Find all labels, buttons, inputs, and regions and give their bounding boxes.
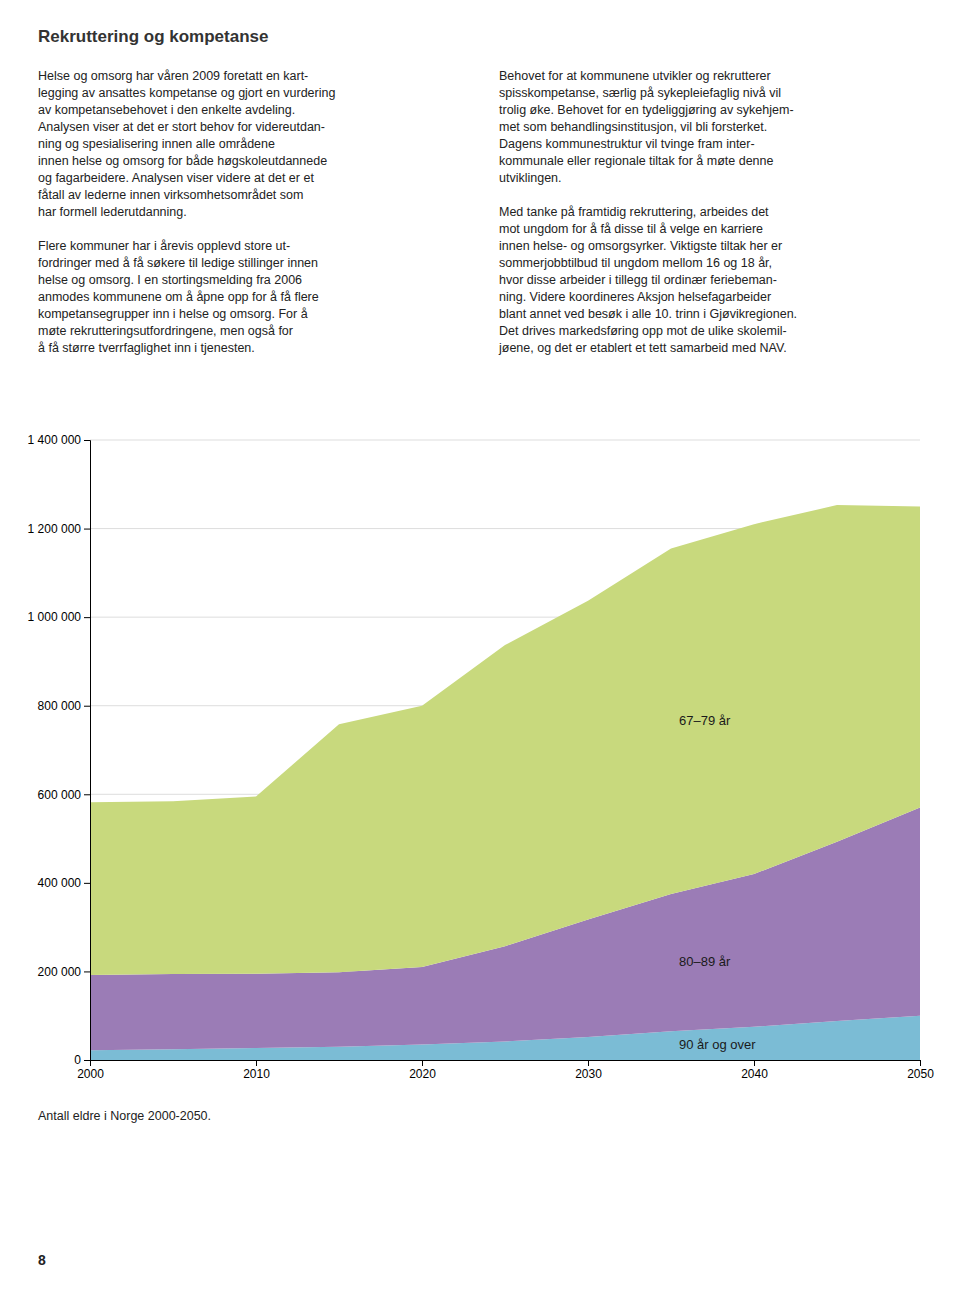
paragraph-line: utviklingen. [499,171,562,185]
y-tick: 400 000 [38,876,90,890]
y-tick-label: 400 000 [38,876,82,890]
x-tick-label: 2000 [77,1067,104,1081]
paragraph-line: innen helse- og omsorgsyrker. Viktigste … [499,239,782,253]
series-label: 67–79 år [679,713,731,728]
paragraph-line: Det drives markedsføring opp mot de ulik… [499,324,787,338]
x-tick-label: 2020 [409,1067,436,1081]
x-tick-mark [588,1060,589,1066]
area [90,505,920,975]
paragraph-line: og fagarbeidere. Analysen viser videre a… [38,171,314,185]
y-tick-label: 0 [74,1053,81,1067]
paragraph-line: å få større tverrfaglighet inn i tjenest… [38,341,255,355]
y-tick-mark [84,440,90,441]
grid-line [90,440,920,441]
paragraph-line: fåtall av lederne innen virksomhetsområd… [38,188,303,202]
y-tick: 800 000 [38,699,90,713]
y-tick-mark [84,971,90,972]
grid [90,440,920,1060]
y-tick-label: 1 400 000 [28,433,82,447]
y-tick-label: 800 000 [38,699,82,713]
caption: Antall eldre i Norge 2000-2050. [38,1109,211,1123]
y-tick: 1 400 000 [28,433,90,447]
paragraph-line: ning. Videre koordineres Aksjon helsefag… [499,290,771,304]
y-tick: 1 000 000 [28,610,90,624]
x-tick: 2000 [77,1060,104,1081]
paragraph-line: hvor disse arbeider i tillegg til ordinæ… [499,273,777,287]
y-tick: 1 200 000 [28,522,90,536]
y-tick-mark [84,1060,90,1061]
y-tick-label: 1 200 000 [28,522,82,536]
paragraph-line: Flere kommuner har i årevis opplevd stor… [38,239,290,253]
series-labels: 90 år og over 80–89 år 67–79 år [679,713,756,1052]
page: Rekruttering og kompetanse Helse og omsor… [0,0,960,1295]
y-axis: 0 200 000 400 000 600 000 800 000 1 000 000 1 … [28,433,91,1067]
x-tick-label: 2030 [575,1067,602,1081]
paragraph-line: Analysen viser at det er stort behov for… [38,120,325,134]
paragraph-line: Behovet for at kommunene utvikler og rek… [499,69,771,83]
x-tick: 2050 [907,1060,934,1081]
paragraph-line: sommerjobbtilbud til ungdom mellom 16 og… [499,256,772,270]
paragraph-line: møte rekrutteringsutfordringene, men ogs… [38,324,293,338]
plot-area [90,505,920,1060]
paragraph-line: har formell lederutdanning. [38,205,187,219]
x-tick: 2010 [243,1060,270,1081]
paragraph-line: trolig øke. Behovet for en tydeliggjørin… [499,103,794,117]
paragraph-line: fordringer med å få søkere til ledige st… [38,256,318,270]
x-axis: 2000 2010 2020 2030 2040 2050 [77,1060,934,1081]
paragraph-line: innen helse og omsorg for både høgskoleu… [38,154,327,168]
paragraph-line: legging av ansattes kompetanse og gjort … [38,86,335,100]
y-tick: 600 000 [38,788,90,802]
x-tick: 2030 [575,1060,602,1081]
paragraph-line: ning og spesialisering innen alle område… [38,137,275,151]
y-tick-mark [84,883,90,884]
x-axis-line [91,1061,921,1067]
paragraph-line: kompetansegrupper inn i helse og omsorg.… [38,307,308,321]
chart: 2000 2010 2020 2030 2040 2050 0 200 000 400 000 6… [28,433,935,1080]
y-tick-label: 600 000 [38,788,82,802]
x-tick-label: 2050 [907,1067,934,1081]
y-tick: 0 [74,1053,90,1067]
paragraph-line: Dagens kommunestruktur vil tvinge fram i… [499,137,755,151]
paragraph-line: av kompetansebehovet i den enkelte avdel… [38,103,295,117]
y-tick: 200 000 [38,965,90,979]
x-tick-mark [754,1060,755,1066]
y-axis-line [84,441,91,1061]
paragraph-line: helse og omsorg. I en stortingsmelding f… [38,273,302,287]
page-number: 8 [38,1252,46,1268]
paragraph-line: blant annet ved besøk i alle 10. trinn i… [499,307,797,321]
paragraph-line: Med tanke på framtidig rekruttering, arb… [499,205,769,219]
series-label: 80–89 år [679,954,731,969]
y-tick-label: 1 000 000 [28,610,82,624]
paragraph-line: mot ungdom for å få disse til å velge en… [499,222,763,236]
x-tick-mark [256,1060,257,1066]
paragraph-line: Helse og omsorg har våren 2009 foretatt … [38,69,308,83]
x-tick: 2020 [409,1060,436,1081]
y-tick-mark [84,617,90,618]
y-tick-mark [84,706,90,707]
x-tick: 2040 [741,1060,768,1081]
x-tick-mark [920,1060,921,1066]
x-tick-label: 2010 [243,1067,270,1081]
x-tick-mark [422,1060,423,1066]
paragraph-line: jøene, og det er etablert et tett samarb… [498,341,787,355]
x-tick-label: 2040 [741,1067,768,1081]
paragraph-line: spisskompetanse, særlig på sykepleiefagl… [499,86,781,100]
paragraph-line: anmodes kommunene om å åpne opp for å få… [38,290,319,304]
paragraph-line: kommunale eller regionale tiltak for å m… [499,154,773,168]
page-title: Rekruttering og kompetanse [38,27,269,46]
series-label: 90 år og over [679,1037,756,1052]
y-tick-label: 200 000 [38,965,82,979]
y-tick-mark [84,794,90,795]
paragraph-line: met som behandlingsinstitusjon, vil bli … [499,120,767,134]
y-tick-mark [84,529,90,530]
